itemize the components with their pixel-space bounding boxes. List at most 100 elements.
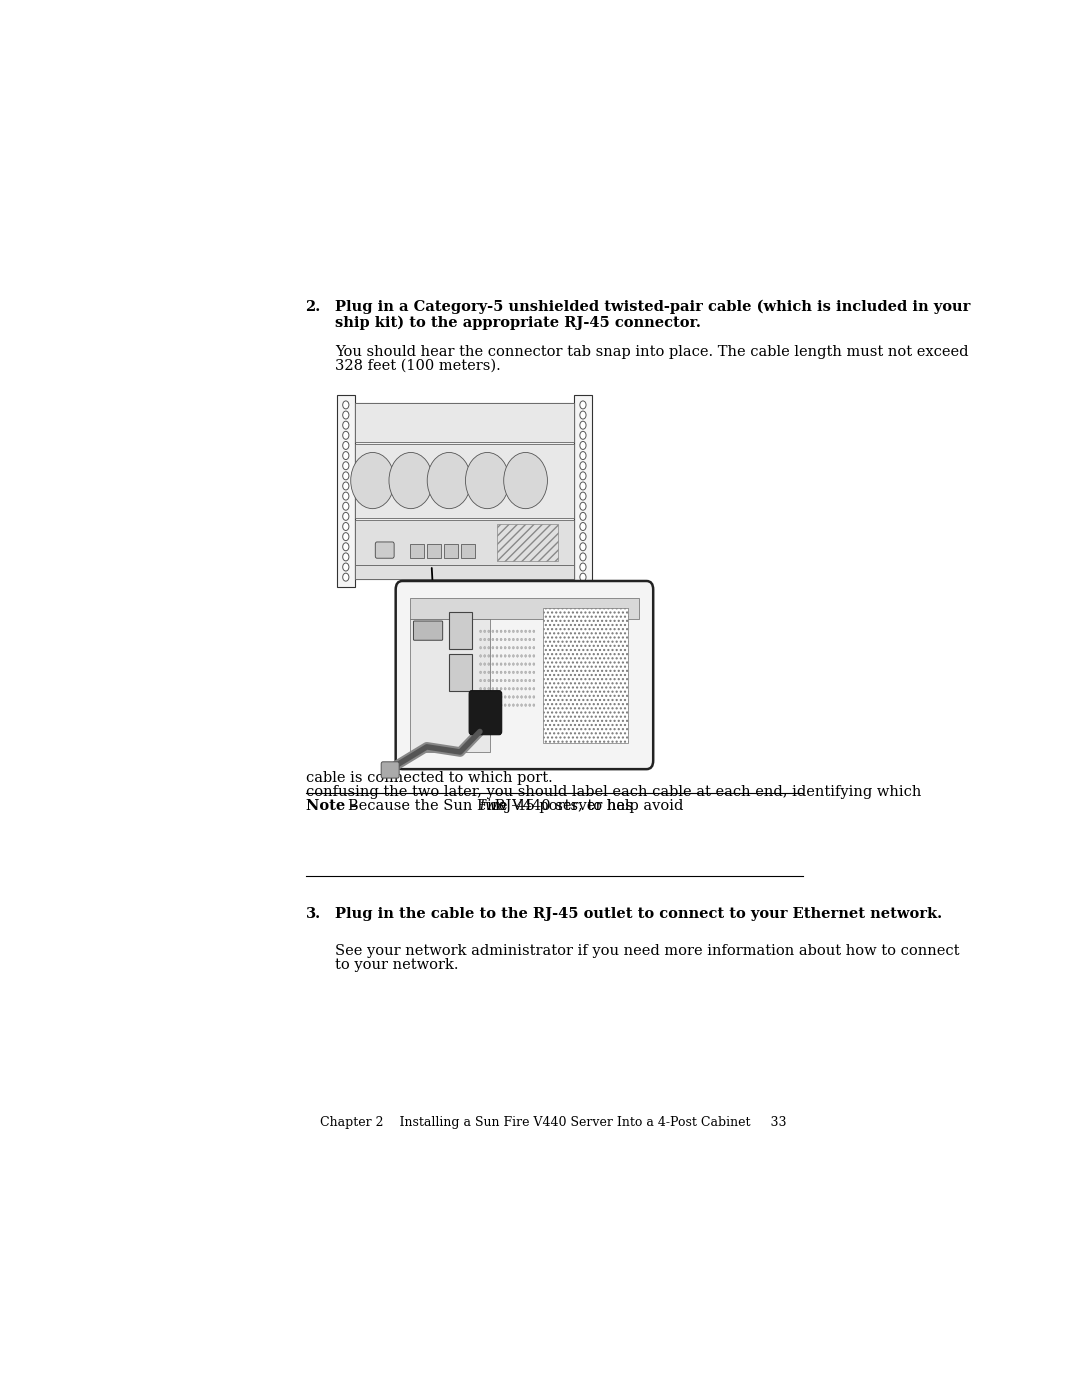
Circle shape	[516, 662, 518, 665]
Circle shape	[491, 647, 494, 650]
Circle shape	[480, 662, 482, 665]
Circle shape	[342, 532, 349, 541]
Circle shape	[484, 630, 486, 633]
Circle shape	[532, 638, 535, 641]
Text: 328 feet (100 meters).: 328 feet (100 meters).	[335, 359, 501, 373]
Circle shape	[480, 638, 482, 641]
Circle shape	[529, 638, 530, 641]
Circle shape	[488, 679, 490, 682]
Circle shape	[529, 679, 530, 682]
Circle shape	[488, 704, 490, 707]
Circle shape	[580, 411, 586, 419]
Circle shape	[491, 671, 494, 673]
Circle shape	[521, 638, 523, 641]
Bar	[409, 545, 423, 559]
Circle shape	[480, 671, 482, 673]
Circle shape	[516, 655, 518, 657]
Circle shape	[504, 679, 507, 682]
Circle shape	[496, 704, 498, 707]
Circle shape	[529, 687, 530, 690]
Circle shape	[484, 638, 486, 641]
Circle shape	[484, 655, 486, 657]
Circle shape	[580, 472, 586, 479]
Circle shape	[342, 432, 349, 439]
Circle shape	[480, 630, 482, 633]
Circle shape	[480, 704, 482, 707]
Circle shape	[512, 704, 514, 707]
Circle shape	[509, 655, 511, 657]
Circle shape	[509, 662, 511, 665]
Bar	[573, 395, 592, 587]
Circle shape	[525, 679, 527, 682]
Circle shape	[512, 647, 514, 650]
Circle shape	[580, 441, 586, 450]
Circle shape	[580, 513, 586, 520]
Circle shape	[480, 696, 482, 698]
Circle shape	[512, 679, 514, 682]
Circle shape	[532, 704, 535, 707]
Circle shape	[521, 630, 523, 633]
Circle shape	[516, 679, 518, 682]
Circle shape	[480, 679, 482, 682]
Circle shape	[509, 647, 511, 650]
Circle shape	[500, 630, 502, 633]
Circle shape	[529, 704, 530, 707]
Circle shape	[500, 704, 502, 707]
Circle shape	[512, 662, 514, 665]
Circle shape	[389, 453, 433, 509]
Circle shape	[580, 462, 586, 469]
Circle shape	[484, 679, 486, 682]
Circle shape	[342, 573, 349, 581]
Circle shape	[532, 696, 535, 698]
Circle shape	[580, 401, 586, 409]
Circle shape	[580, 553, 586, 560]
Circle shape	[504, 630, 507, 633]
Circle shape	[512, 655, 514, 657]
Circle shape	[491, 679, 494, 682]
Circle shape	[491, 638, 494, 641]
Circle shape	[342, 553, 349, 560]
Circle shape	[525, 687, 527, 690]
Bar	[461, 545, 475, 559]
Circle shape	[516, 696, 518, 698]
Bar	[355, 444, 573, 517]
Circle shape	[512, 638, 514, 641]
Circle shape	[342, 441, 349, 450]
FancyBboxPatch shape	[414, 622, 443, 640]
Circle shape	[491, 630, 494, 633]
Circle shape	[504, 687, 507, 690]
Circle shape	[580, 543, 586, 550]
Circle shape	[484, 687, 486, 690]
FancyBboxPatch shape	[381, 761, 400, 778]
Circle shape	[525, 647, 527, 650]
Circle shape	[342, 472, 349, 479]
Bar	[355, 566, 573, 580]
Circle shape	[580, 522, 586, 531]
Circle shape	[488, 655, 490, 657]
Circle shape	[521, 687, 523, 690]
Circle shape	[488, 687, 490, 690]
Circle shape	[521, 671, 523, 673]
Circle shape	[509, 679, 511, 682]
Circle shape	[532, 662, 535, 665]
Circle shape	[496, 679, 498, 682]
Circle shape	[484, 662, 486, 665]
Circle shape	[532, 671, 535, 673]
Circle shape	[342, 451, 349, 460]
Circle shape	[580, 503, 586, 510]
Circle shape	[516, 671, 518, 673]
Circle shape	[496, 687, 498, 690]
Circle shape	[484, 671, 486, 673]
Circle shape	[480, 655, 482, 657]
Circle shape	[500, 696, 502, 698]
Circle shape	[488, 671, 490, 673]
Circle shape	[532, 647, 535, 650]
Bar	[427, 545, 441, 559]
Circle shape	[342, 522, 349, 531]
Bar	[497, 524, 558, 560]
Circle shape	[500, 638, 502, 641]
Circle shape	[580, 432, 586, 439]
Circle shape	[516, 687, 518, 690]
Circle shape	[465, 453, 509, 509]
Circle shape	[496, 671, 498, 673]
